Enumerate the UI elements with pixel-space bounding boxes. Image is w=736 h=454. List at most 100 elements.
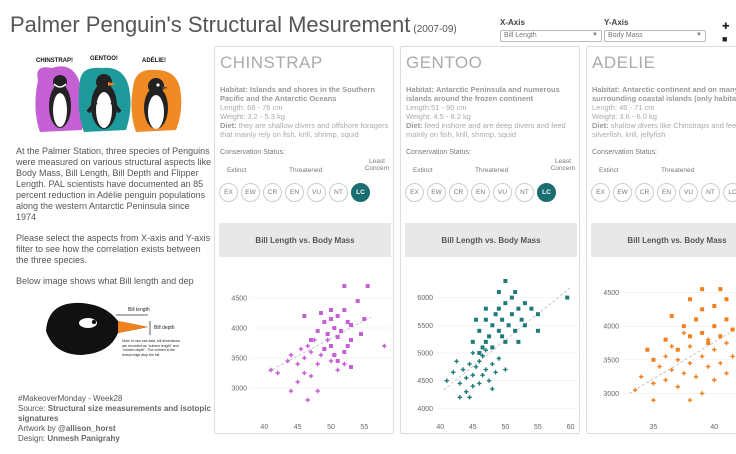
- diet-label: Diet:: [220, 121, 237, 130]
- plus-point: [724, 371, 729, 376]
- status-nt-circle: NT: [329, 183, 348, 202]
- x-axis-select[interactable]: Bill Length ▼: [500, 30, 602, 42]
- shape-legend: ✚ ■: [722, 20, 730, 46]
- x-tick-label: 35: [650, 424, 658, 431]
- x-tick-label: 45: [469, 424, 477, 431]
- y-tick-label: 4500: [603, 290, 619, 297]
- y-tick-label: 3000: [231, 386, 247, 393]
- species-title: CHINSTRAP: [220, 53, 323, 72]
- y-axis-select[interactable]: Body Mass ▼: [604, 30, 706, 42]
- square-point: [687, 297, 692, 302]
- square-point: [503, 301, 508, 306]
- square-point: [669, 314, 674, 319]
- plus-point: [693, 374, 699, 379]
- plus-point: [454, 359, 459, 364]
- threatened-label: Threatened: [475, 167, 509, 174]
- species-info: Habitat: Islands and shores in the South…: [220, 85, 392, 139]
- square-point: [535, 328, 540, 333]
- plus-point: [651, 381, 656, 386]
- plus-point: [470, 372, 476, 378]
- y-tick-label: 3000: [603, 391, 619, 398]
- plus-point: [470, 384, 476, 389]
- plus-point: [288, 388, 294, 394]
- diet-label: Diet:: [592, 121, 609, 130]
- y-tick-label: 5500: [417, 323, 433, 330]
- square-point: [718, 334, 723, 339]
- square-point: [516, 306, 521, 311]
- x-tick-label: 40: [260, 424, 268, 431]
- square-point: [349, 338, 353, 342]
- intro-paragraph-2: Please select the aspects from X-axis an…: [16, 233, 211, 265]
- plus-point: [483, 348, 489, 353]
- square-point: [342, 284, 347, 288]
- status-nt-circle: NT: [701, 183, 720, 202]
- square-point: [718, 287, 723, 292]
- square-point: [516, 339, 521, 344]
- plus-point: [275, 370, 280, 376]
- plus-point: [328, 358, 334, 364]
- plus-point: [305, 343, 310, 349]
- status-ex-circle: EX: [405, 183, 424, 202]
- status-vu-circle: VU: [307, 183, 326, 202]
- plus-point: [308, 373, 314, 379]
- length-line: Length: 46 - 71 cm: [592, 103, 655, 112]
- bill-length-label: Bill length: [128, 307, 150, 313]
- least-concern-label: Least Concern: [364, 158, 390, 172]
- status-ex-circle: EX: [591, 183, 610, 202]
- status-nt-circle: NT: [515, 183, 534, 202]
- square-point: [339, 329, 343, 333]
- square-point: [490, 345, 495, 350]
- plus-point: [288, 352, 294, 358]
- square-point: [565, 295, 570, 300]
- credits-tag: #MakeoverMonday - Week28: [18, 394, 123, 403]
- square-point: [490, 323, 495, 328]
- plus-point: [657, 364, 662, 369]
- square-point: [509, 312, 514, 317]
- diet-line: Diet: they are shallow divers and offsho…: [220, 121, 392, 139]
- habitat-line: Habitat: Antarctic continent and on many…: [592, 85, 736, 103]
- square-point: [675, 347, 680, 352]
- plus-point: [308, 349, 314, 355]
- square-point: [645, 347, 650, 352]
- left-column: CHINSTRAP! GENTOO! ADÉLIE! At the Palmer…: [16, 50, 212, 365]
- plus-point: [444, 378, 449, 383]
- y-tick-label: 4500: [417, 378, 433, 385]
- plus-point: [480, 353, 485, 358]
- plus-point: [451, 370, 456, 375]
- status-cr-circle: CR: [449, 183, 468, 202]
- square-point: [359, 332, 363, 336]
- square-point: [724, 297, 729, 302]
- square-point: [496, 328, 501, 333]
- adelie-illustration-label: ADÉLIE!: [142, 58, 166, 64]
- square-point: [712, 324, 717, 329]
- plus-point: [305, 397, 310, 403]
- square-point: [483, 317, 488, 322]
- species-info: Habitat: Antarctic continent and on many…: [592, 85, 736, 139]
- plus-point: [669, 344, 674, 349]
- habitat-label: Habitat:: [406, 85, 434, 94]
- plus-point: [295, 361, 300, 367]
- trend-line: [628, 328, 736, 394]
- status-ex-circle: EX: [219, 183, 238, 202]
- plus-point: [285, 358, 290, 364]
- plus-point: [681, 330, 687, 336]
- x-axis-label: X-Axis: [500, 18, 525, 27]
- square-legend-item[interactable]: ■: [722, 34, 728, 44]
- square-point: [329, 317, 333, 321]
- plus-point: [503, 367, 508, 372]
- plus-point: [467, 361, 472, 367]
- plus-legend-item[interactable]: ✚: [722, 21, 730, 31]
- square-point: [319, 311, 323, 315]
- square-point: [470, 339, 475, 344]
- plus-point: [724, 340, 729, 346]
- plus-point: [718, 360, 723, 366]
- square-point: [687, 334, 692, 339]
- square-point: [332, 326, 337, 330]
- habitat-text: Islands and shores in the Southern Pacif…: [220, 85, 376, 103]
- status-en-circle: EN: [471, 183, 490, 202]
- status-en-circle: EN: [285, 183, 304, 202]
- square-point: [345, 320, 350, 324]
- habitat-text: Antarctic Peninsula and numerous islands…: [406, 85, 560, 103]
- y-tick-label: 4500: [231, 296, 247, 303]
- y-tick-label: 6000: [417, 295, 433, 302]
